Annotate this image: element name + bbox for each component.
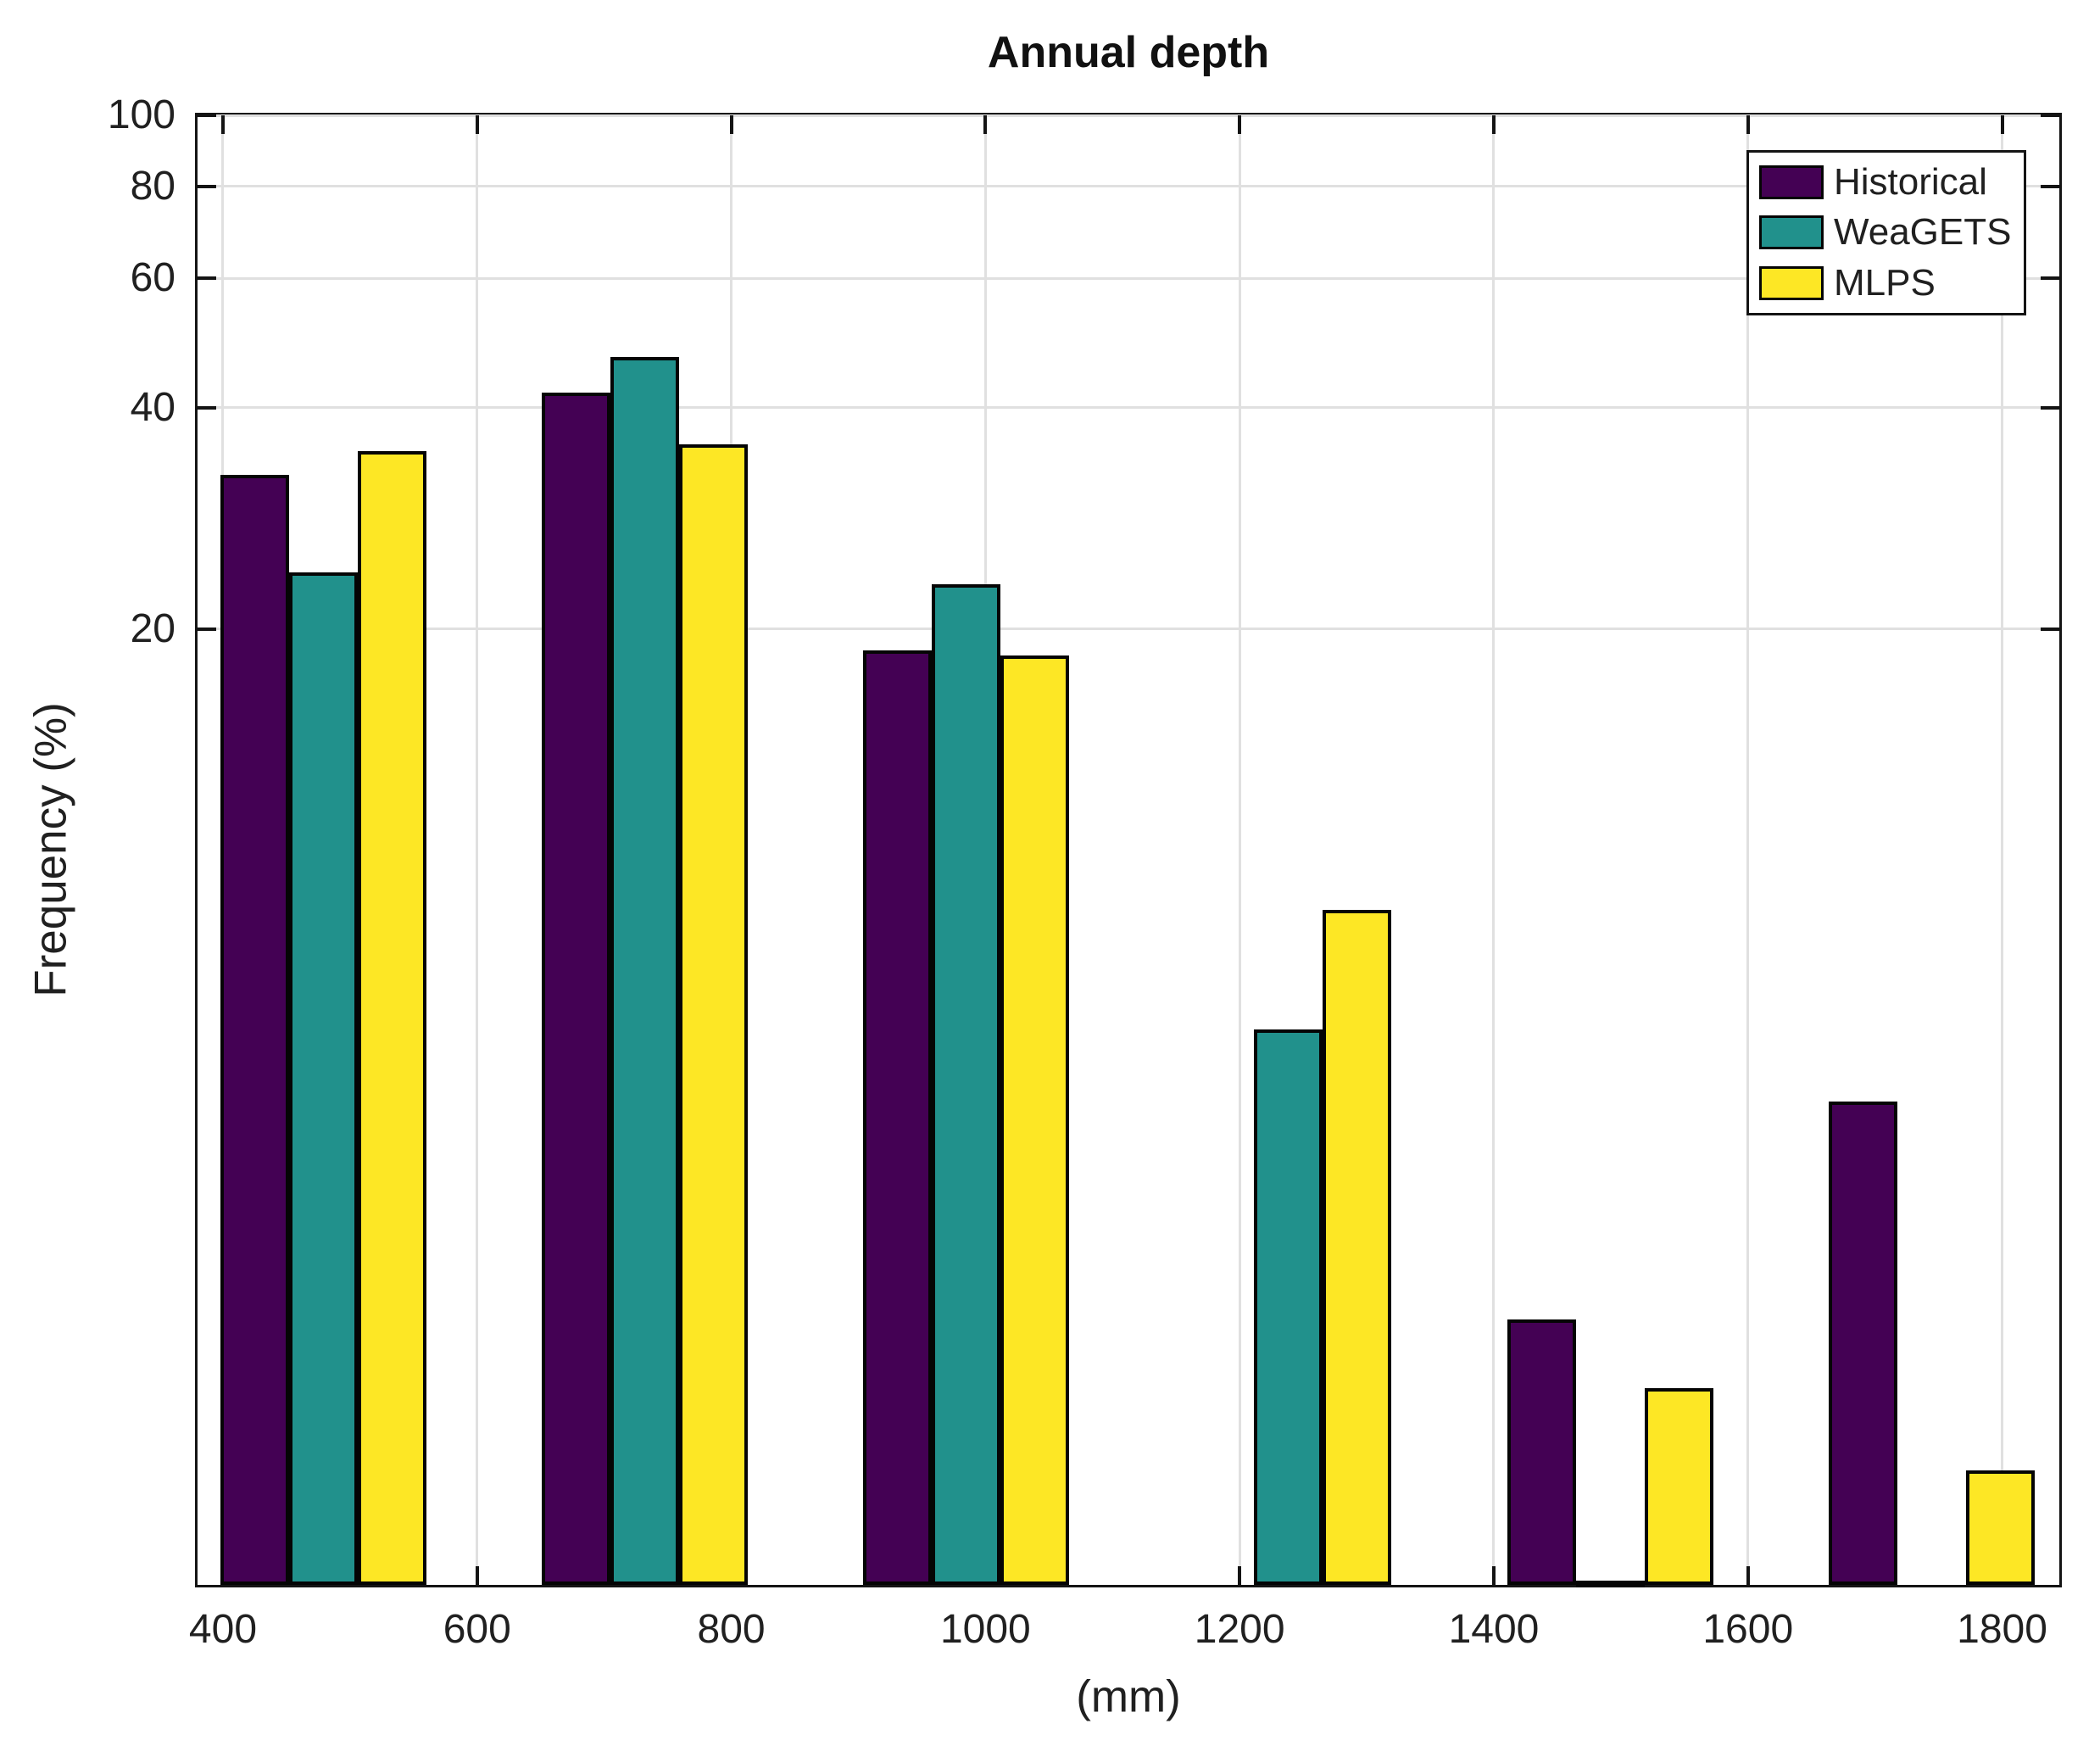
x-tick-mark [1746,1566,1750,1585]
y-tick-label: 40 [130,384,175,430]
y-tick-mark-right [2041,184,2059,188]
x-tick-label: 1600 [1702,1607,1794,1652]
legend-swatch-mlps [1759,266,1824,301]
x-tick-label: 1800 [1957,1607,2047,1652]
legend-entry: WeaGETS [1759,209,2024,256]
bar-mlps-bin4 [1323,909,1392,1585]
legend-label: MLPS [1834,262,1936,304]
bar-weagets-bin4 [1254,1029,1323,1585]
chart-title: Annual depth [987,28,1270,77]
y-tick-mark [198,276,216,281]
y-gridline [198,185,2059,188]
x-gridline [1238,115,1241,1585]
x-gridline [2001,115,2004,1585]
y-tick-label: 20 [130,605,175,651]
y-tick-mark [198,114,216,117]
x-axis-label: (mm) [1076,1671,1181,1722]
x-tick-mark [475,1566,479,1585]
y-gridline [198,114,2059,117]
y-tick-mark-right [2041,627,2059,631]
y-tick-label: 60 [130,255,175,301]
bar-historical-bin6 [1828,1101,1897,1585]
x-tick-label: 1200 [1194,1607,1285,1652]
x-tick-label: 400 [188,1607,258,1652]
y-tick-label: 100 [107,92,175,137]
bar-mlps-bin3 [1000,655,1070,1585]
legend-entry: MLPS [1759,259,2024,307]
y-tick-mark-right [2041,405,2059,410]
bar-historical-bin2 [542,393,611,1585]
plot-area [195,113,2062,1587]
x-tick-mark-top [1491,115,1496,134]
y-axis-label: Frequency (%) [25,702,76,997]
x-tick-label: 800 [697,1607,766,1652]
x-tick-mark-top [1238,115,1242,134]
y-tick-mark [198,627,216,631]
bar-mlps-bin1 [357,451,426,1585]
x-tick-mark [1491,1566,1496,1585]
x-tick-label: 1400 [1448,1607,1540,1652]
x-tick-label: 1000 [939,1607,1031,1652]
bar-weagets-bin1 [288,572,358,1585]
x-tick-mark-top [983,115,988,134]
y-gridline [198,276,2059,280]
y-gridline [198,406,2059,410]
bar-weagets-bin3 [932,584,1001,1585]
legend-label: Historical [1834,160,1987,203]
x-tick-mark-top [220,115,225,134]
bar-historical-bin3 [863,650,933,1585]
x-tick-mark-top [729,115,733,134]
bar-weagets-bin5 [1575,1581,1645,1587]
x-tick-mark-top [2000,115,2004,134]
bar-mlps-bin2 [679,443,749,1585]
bar-historical-bin5 [1507,1319,1576,1585]
bar-historical-bin1 [220,475,289,1585]
y-tick-mark [198,184,216,188]
bar-weagets-bin2 [610,356,680,1585]
y-tick-mark-right [2041,276,2059,281]
x-gridline [476,115,479,1585]
x-tick-label: 600 [443,1607,511,1652]
x-tick-mark-top [475,115,479,134]
legend-swatch-weagets [1759,215,1824,250]
y-gridline [198,628,2059,631]
legend-swatch-historical [1759,165,1824,199]
bar-mlps-bin5 [1644,1388,1713,1585]
y-tick-mark [198,405,216,410]
x-gridline [1492,115,1496,1585]
x-gridline [1746,115,1750,1585]
x-tick-mark [1238,1566,1242,1585]
y-tick-label: 80 [130,163,175,209]
x-tick-mark-top [1746,115,1750,134]
y-tick-mark-right [2041,114,2059,117]
legend: Historical WeaGETS MLPS [1746,150,2026,315]
bar-mlps-bin6 [1965,1470,2035,1585]
legend-label: WeaGETS [1834,211,2012,254]
legend-entry: Historical [1759,159,2024,206]
